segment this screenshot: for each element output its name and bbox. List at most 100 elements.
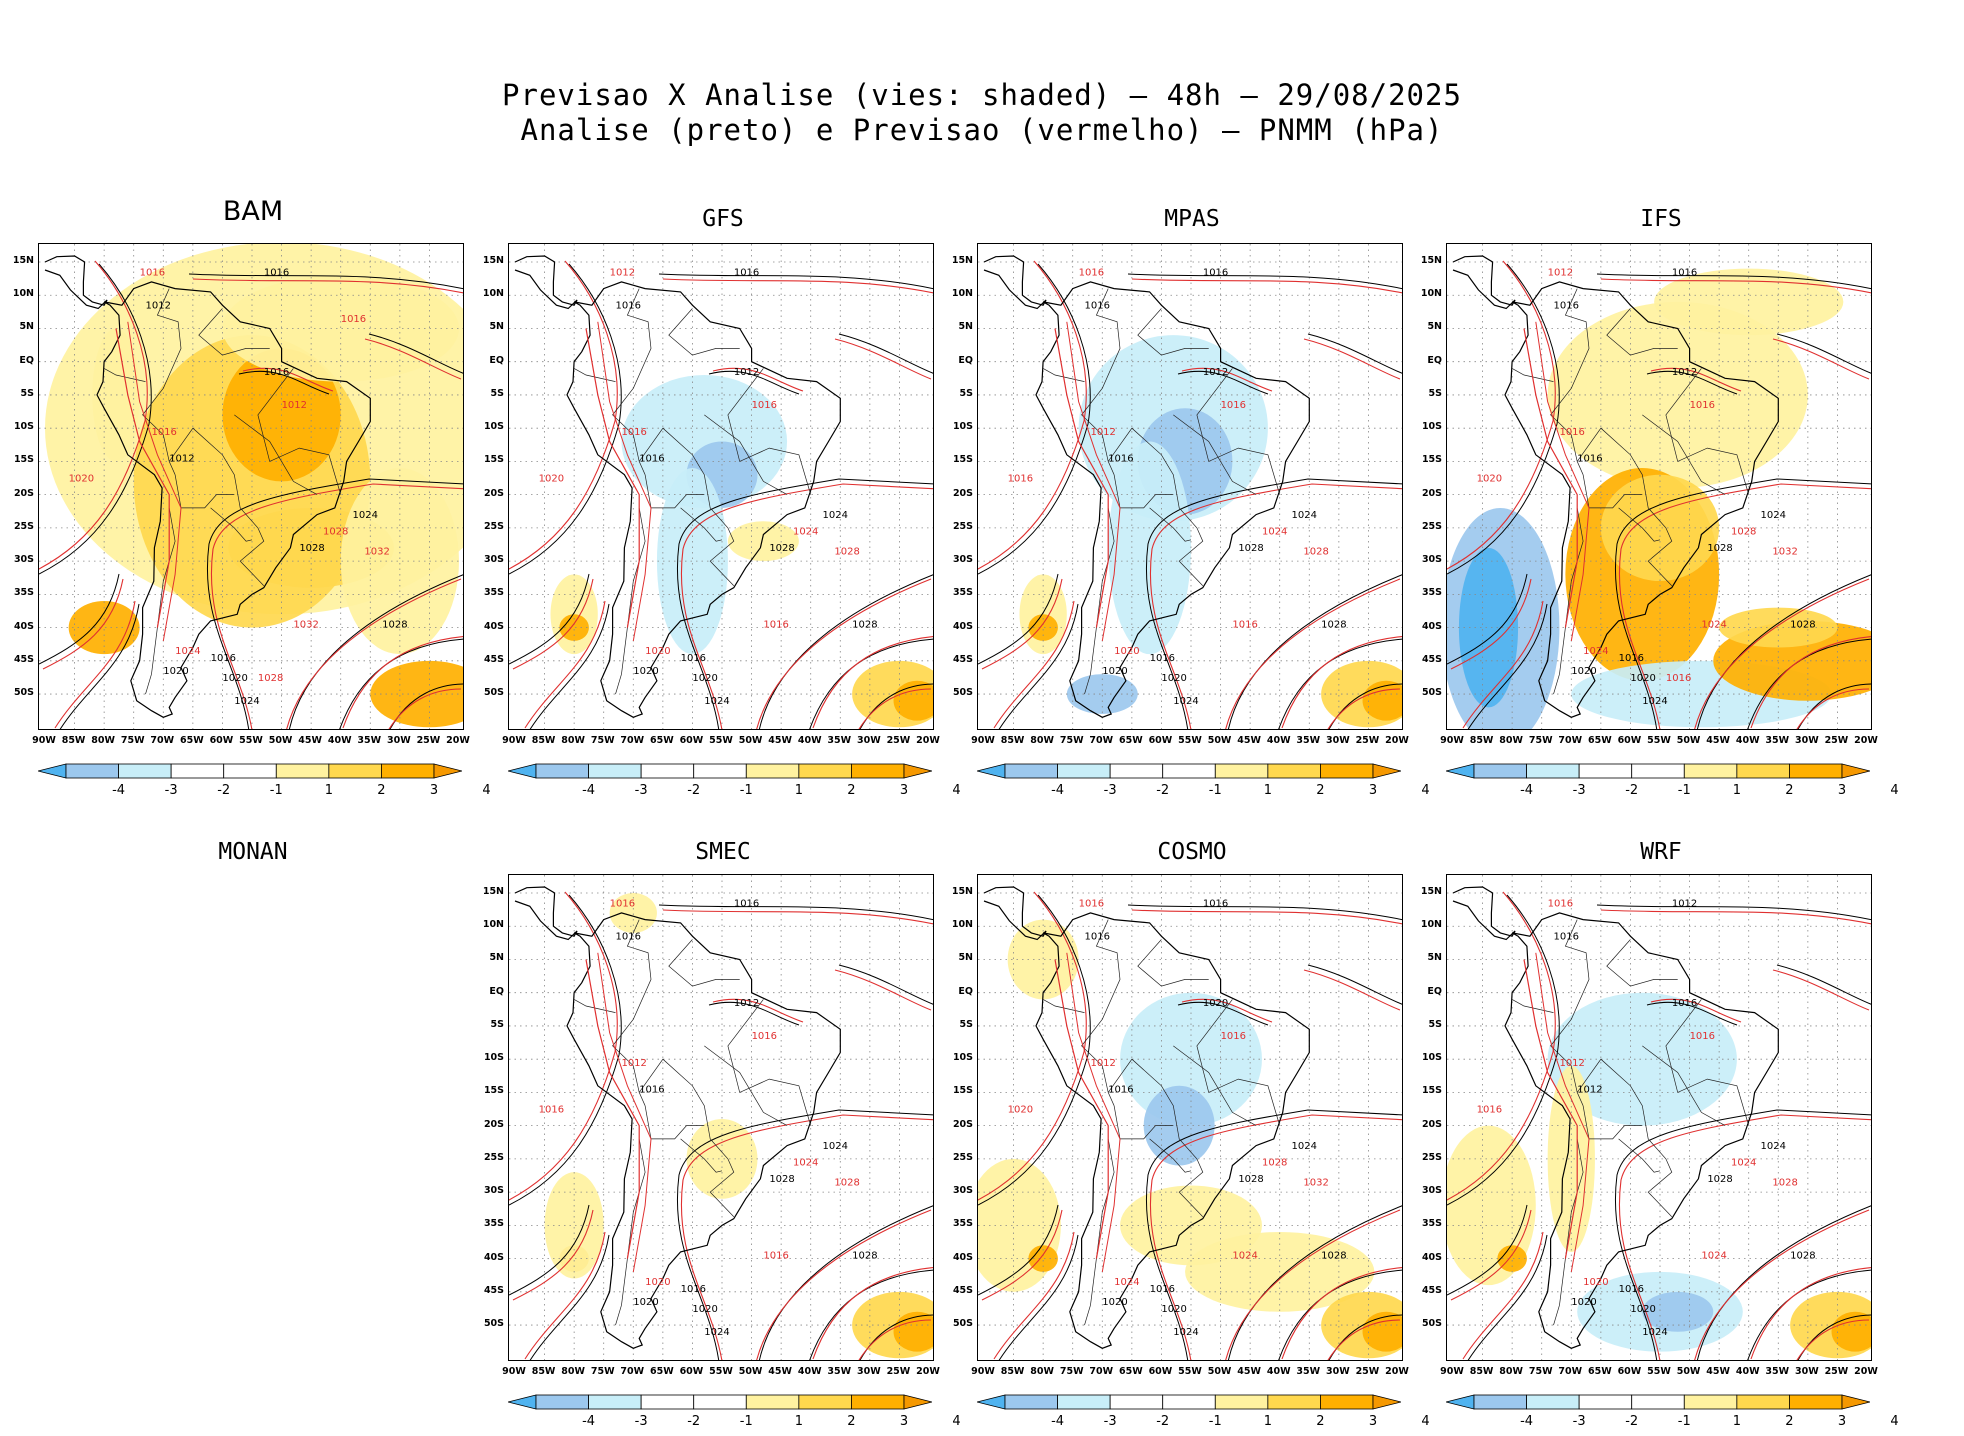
lon-tick-label: 55W <box>709 1366 733 1377</box>
isobar-label-forecast: 1012 <box>1090 1058 1115 1069</box>
isobar-forecast-9 <box>712 367 804 392</box>
lat-tick-label: EQ <box>19 354 34 366</box>
lon-tick-label: 85W <box>61 735 86 746</box>
isobar-label-analysis: 1024 <box>1173 696 1198 707</box>
isobar-label-analysis: 1016 <box>734 267 759 278</box>
country-border-2 <box>573 368 616 382</box>
isobar-label-analysis: 1012 <box>734 998 759 1009</box>
isobar-forecast-4 <box>388 688 462 729</box>
lon-tick-label: 25W <box>1824 1366 1849 1377</box>
colorbar-tick-label: 4 <box>1421 783 1430 798</box>
isobar-label-forecast: 1012 <box>1090 427 1115 438</box>
isobar-label-forecast: 1016 <box>752 1031 777 1042</box>
lat-tick-label: 50S <box>483 1318 504 1330</box>
lon-tick-label: 65W <box>1587 1366 1612 1377</box>
central-america-coastline <box>514 886 578 941</box>
lon-tick-label: 45W <box>768 735 792 746</box>
country-border-6 <box>1149 507 1192 542</box>
isobar-label-forecast: 1016 <box>151 427 176 438</box>
isobar-label-forecast: 1020 <box>1477 473 1502 484</box>
isobar-forecast-4 <box>1327 1319 1401 1360</box>
isobar-analysis-7 <box>658 904 933 921</box>
lon-tick-label: 25W <box>1824 735 1849 746</box>
lon-tick-label: 60W <box>679 735 704 746</box>
map-panel-smec[interactable]: 1016 1016 1012 1016 1020 1024 1028 1028 1024 1020… <box>508 874 934 1361</box>
isobar-label-analysis: 1016 <box>734 898 759 909</box>
colorbar-tick-label: 1 <box>794 1414 803 1429</box>
isobar-forecast-6 <box>1462 1231 1544 1360</box>
colorbar-tick-label: -3 <box>634 1414 648 1429</box>
isobar-forecast-3 <box>1750 636 1871 729</box>
colorbar-segment-4 <box>1631 763 1685 779</box>
map-panel-bam[interactable]: 1016 1012 1016 1012 1020 1024 1028 1028 1024 1020… <box>38 243 464 730</box>
colorbar-segment-1 <box>65 763 119 779</box>
lat-tick-label: 15S <box>1421 1085 1442 1097</box>
map-svg-ifs: 1016 1016 1012 1016 1020 1024 1028 1028 1024 1020… <box>1447 244 1871 729</box>
isobar-analysis-0 <box>509 894 622 1206</box>
country-border-3 <box>638 1058 735 1217</box>
map-panel-mpas[interactable]: 1016 1016 1012 1016 1020 1024 1028 1028 1024 1020… <box>977 243 1403 730</box>
isobar-label-forecast: 1028 <box>834 1177 859 1188</box>
country-border-7 <box>1196 368 1281 495</box>
isobar-label-analysis: 1020 <box>1630 1304 1655 1315</box>
isobar-label-analysis: 1016 <box>616 932 641 943</box>
map-panel-cosmo[interactable]: 1016 1016 1020 1016 1020 1024 1028 1028 1024 1020… <box>977 874 1403 1361</box>
isobar-analysis-2 <box>288 574 463 729</box>
bias-shading-4 <box>1497 1245 1527 1272</box>
lat-tick-label: 40S <box>483 620 504 632</box>
andes-forecast-contour <box>1054 328 1109 628</box>
country-border-6 <box>1149 1138 1192 1173</box>
isobar-label-analysis: 1028 <box>769 543 794 554</box>
colorbar-segment-3 <box>640 1394 695 1410</box>
isobar-label-analysis: 1016 <box>1203 267 1228 278</box>
colorbar-segment-8 <box>903 763 932 779</box>
map-panel-ifs[interactable]: 1016 1016 1012 1016 1020 1024 1028 1028 1024 1020… <box>1446 243 1872 730</box>
colorbar-segment-5 <box>1683 1394 1738 1410</box>
bias-shading-2 <box>544 1172 604 1279</box>
lon-tick-label: 85W <box>1469 735 1494 746</box>
lon-tick-label: 65W <box>649 735 674 746</box>
colorbar-tick-label: 3 <box>1368 1414 1378 1429</box>
lat-tick-label: 25S <box>13 520 34 532</box>
isobar-analysis-7 <box>1127 904 1402 921</box>
lat-tick-label: 25S <box>483 1151 504 1163</box>
isobar-label-analysis: 1016 <box>1619 653 1644 664</box>
colorbar-segment-6 <box>1736 1394 1790 1410</box>
lon-tick-label: 25W <box>1355 735 1380 746</box>
isobar-forecast-5 <box>1450 578 1532 670</box>
colorbar-segment-2 <box>1526 1394 1580 1410</box>
colorbar-tick-label: -3 <box>634 783 648 798</box>
map-panel-gfs[interactable]: 1016 1016 1012 1016 1020 1024 1028 1028 1024 1020… <box>508 243 934 730</box>
colorbar-segment-5 <box>745 763 800 779</box>
isobar-forecast-7 <box>192 278 463 294</box>
colorbar-svg <box>508 763 932 779</box>
lat-tick-label: 15S <box>1421 454 1442 466</box>
lat-tick-label: 20S <box>1421 1118 1442 1130</box>
isobar-label-analysis: 1016 <box>1577 453 1602 464</box>
isobar-label-forecast: 1032 <box>1772 546 1797 557</box>
lat-tick-label: EQ <box>958 985 973 997</box>
lon-tick-label: 40W <box>1735 735 1760 746</box>
colorbar-ifs: -4 -3 -2 -1 1 2 3 4 <box>1446 763 1899 805</box>
isobar-analysis-1 <box>676 1109 933 1360</box>
bias-shading-5 <box>1028 1245 1058 1272</box>
isobar-label-forecast: 1024 <box>1114 1277 1139 1288</box>
isobar-analysis-7 <box>1127 273 1402 290</box>
lat-tick-label: 10S <box>1421 421 1442 433</box>
isobar-analysis-0 <box>509 263 622 575</box>
isobar-label-forecast: 1028 <box>1731 527 1756 538</box>
colorbar-segment-1 <box>1004 1394 1058 1410</box>
map-panel-wrf[interactable]: 1012 1016 1016 1012 1020 1024 1028 1028 1024 1020… <box>1446 874 1872 1361</box>
lon-tick-label: 75W <box>1059 735 1084 746</box>
colorbar-tick-label: -1 <box>1208 783 1222 798</box>
lat-tick-label: 30S <box>952 1185 973 1197</box>
lat-tick-label: EQ <box>1427 985 1442 997</box>
lat-tick-label: 15N <box>482 886 504 897</box>
lat-tick-label: 10S <box>952 1052 973 1064</box>
colorbar-segment-7 <box>1320 1394 1374 1410</box>
colorbar-segment-3 <box>1109 1394 1164 1410</box>
isobar-forecast-6 <box>54 600 136 729</box>
lon-tick-label: 30W <box>856 735 881 746</box>
lon-tick-label: 20W <box>1385 1366 1409 1377</box>
colorbar-segment-8 <box>1841 1394 1870 1410</box>
